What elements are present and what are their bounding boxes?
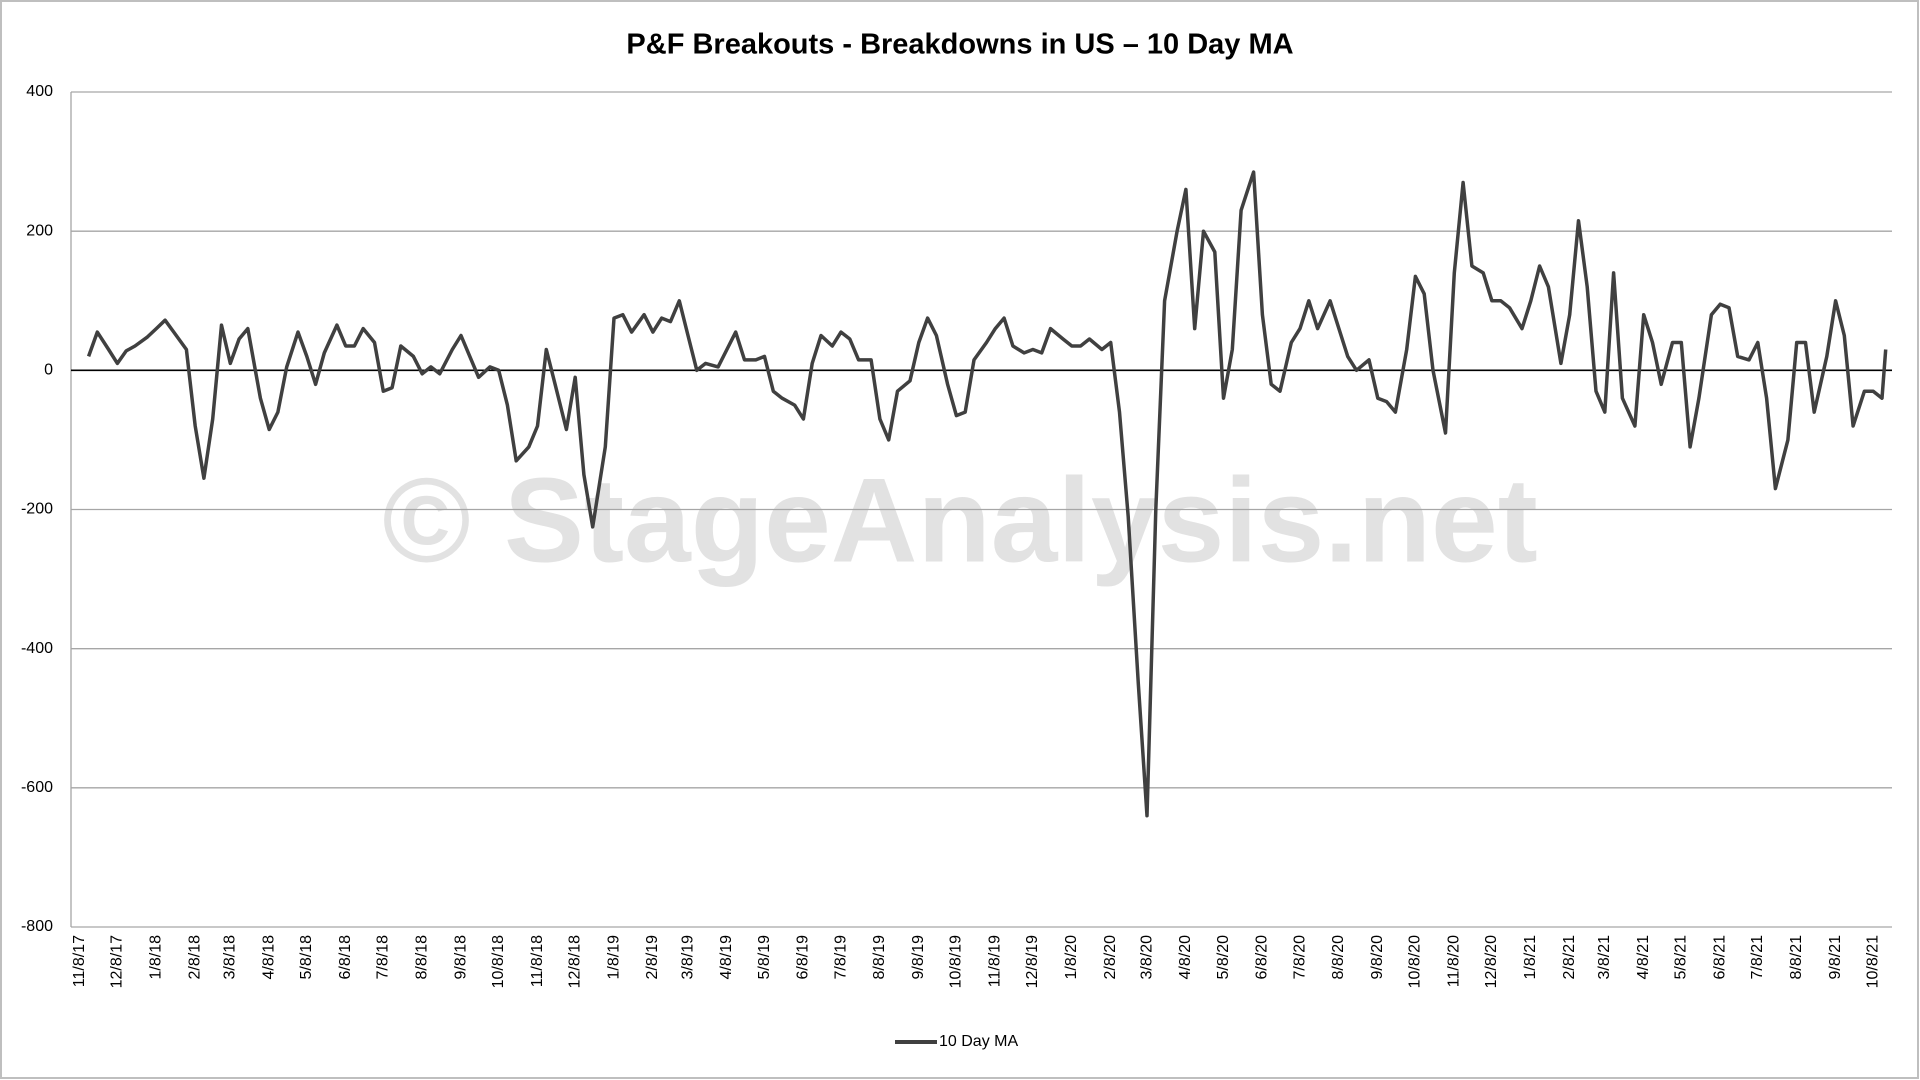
y-tick-label: 400 xyxy=(26,83,53,100)
x-tick-label: 1/8/19 xyxy=(605,935,622,980)
x-tick-label: 12/8/17 xyxy=(109,935,126,988)
x-tick-label: 12/8/18 xyxy=(566,935,583,988)
x-tick-label: 1/8/21 xyxy=(1522,935,1539,980)
x-tick-label: 3/8/20 xyxy=(1138,935,1155,980)
x-tick-label: 2/8/20 xyxy=(1102,935,1119,980)
x-tick-label: 7/8/18 xyxy=(374,935,391,980)
x-tick-label: 11/8/20 xyxy=(1446,935,1463,987)
y-tick-label: -600 xyxy=(21,779,53,796)
watermark: © StageAnalysis.net xyxy=(382,454,1537,588)
x-tick-label: 10/8/20 xyxy=(1407,935,1424,988)
x-tick-label: 3/8/19 xyxy=(679,935,696,980)
x-tick-label: 10/8/18 xyxy=(490,935,507,988)
x-tick-label: 11/8/17 xyxy=(71,935,88,987)
x-tick-label: 3/8/21 xyxy=(1596,935,1613,980)
y-tick-label: 200 xyxy=(26,222,53,239)
x-tick-label: 11/8/18 xyxy=(529,935,546,987)
x-tick-label: 4/8/20 xyxy=(1177,935,1194,980)
x-tick-label: 4/8/21 xyxy=(1635,935,1652,980)
x-tick-label: 9/8/19 xyxy=(910,935,927,980)
x-tick-label: 9/8/20 xyxy=(1369,935,1386,980)
x-tick-label: 12/8/20 xyxy=(1483,935,1500,988)
x-tick-label: 8/8/21 xyxy=(1788,935,1805,980)
x-tick-label: 8/8/19 xyxy=(871,935,888,980)
x-tick-label: 2/8/19 xyxy=(644,935,661,980)
x-tick-label: 5/8/20 xyxy=(1215,935,1232,980)
x-tick-label: 4/8/18 xyxy=(260,935,277,980)
x-tick-label: 10/8/19 xyxy=(948,935,965,988)
x-tick-label: 12/8/19 xyxy=(1024,935,1041,988)
x-tick-label: 7/8/19 xyxy=(832,935,849,980)
x-tick-label: 6/8/18 xyxy=(337,935,354,980)
x-tick-label: 6/8/19 xyxy=(795,935,812,980)
x-tick-label: 5/8/18 xyxy=(298,935,315,980)
x-tick-label: 1/8/20 xyxy=(1063,935,1080,980)
x-tick-label: 6/8/20 xyxy=(1254,935,1271,980)
y-tick-label: -800 xyxy=(21,918,53,935)
x-tick-label: 9/8/21 xyxy=(1827,935,1844,980)
chart-title: P&F Breakouts - Breakdowns in US – 10 Da… xyxy=(626,29,1293,61)
x-tick-label: 5/8/21 xyxy=(1673,935,1690,980)
x-tick-label: 2/8/18 xyxy=(186,935,203,980)
x-tick-label: 11/8/19 xyxy=(987,935,1004,987)
x-tick-label: 8/8/18 xyxy=(413,935,430,980)
y-tick-label: -400 xyxy=(21,640,53,657)
x-tick-label: 4/8/19 xyxy=(718,935,735,980)
x-tick-label: 8/8/20 xyxy=(1330,935,1347,980)
x-tick-label: 3/8/18 xyxy=(221,935,238,980)
x-tick-label: 5/8/19 xyxy=(756,935,773,980)
x-tick-label: 7/8/21 xyxy=(1749,935,1766,980)
y-tick-label: -200 xyxy=(21,501,53,518)
series-line xyxy=(86,170,1888,818)
x-tick-label: 9/8/18 xyxy=(452,935,469,980)
x-tick-label: 10/8/21 xyxy=(1864,935,1881,988)
x-tick-label: 7/8/20 xyxy=(1291,935,1308,980)
x-tick-label: 2/8/21 xyxy=(1561,935,1578,980)
x-tick-label: 1/8/18 xyxy=(147,935,164,980)
legend-label: 10 Day MA xyxy=(939,1033,1018,1050)
x-tick-label: 6/8/21 xyxy=(1711,935,1728,980)
y-tick-label: 0 xyxy=(44,362,53,379)
